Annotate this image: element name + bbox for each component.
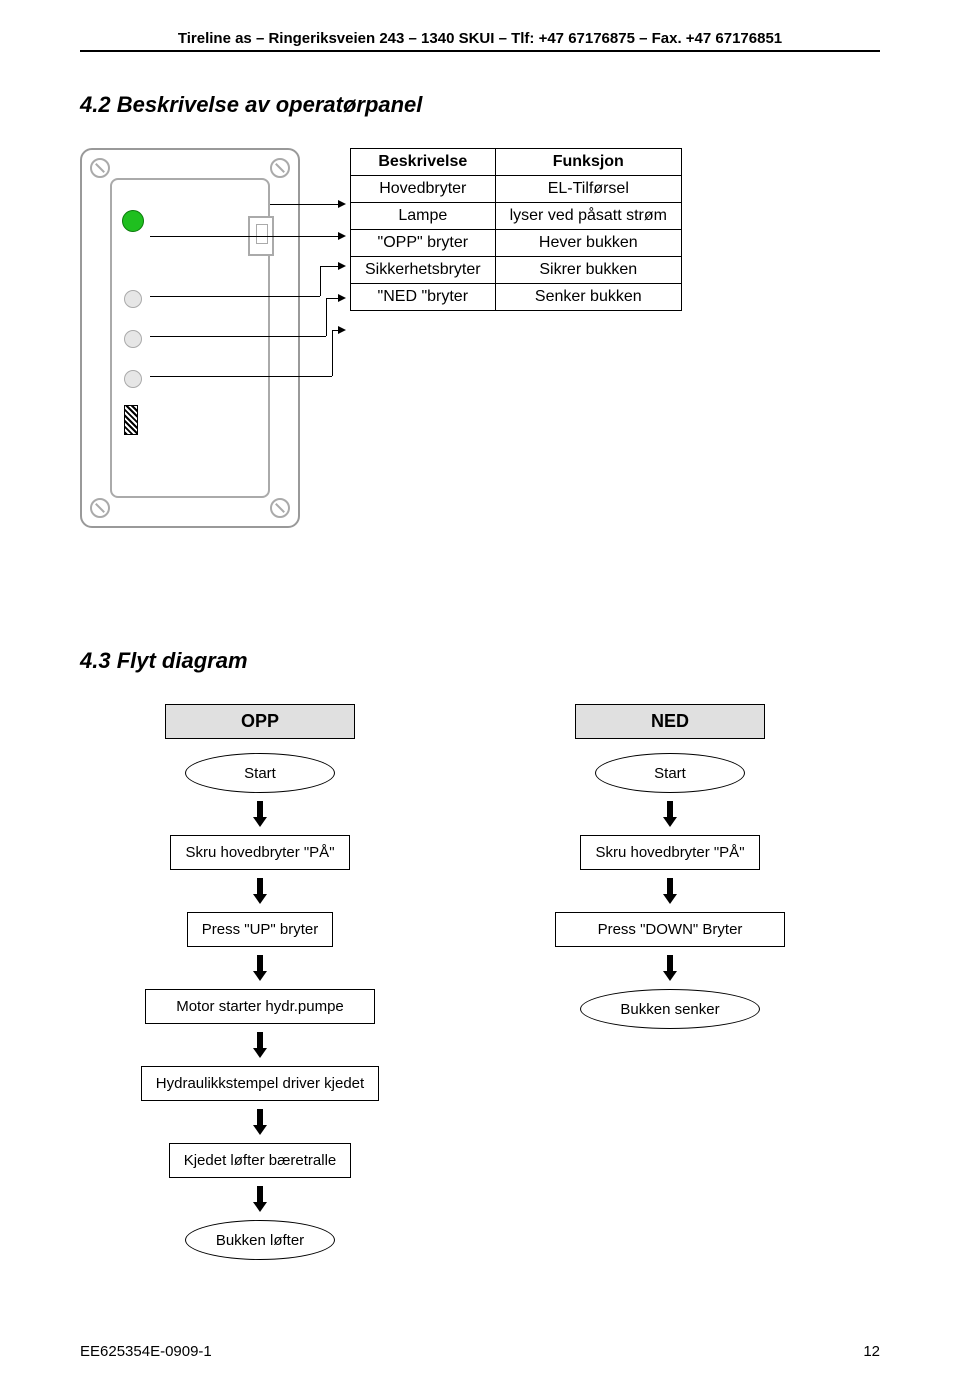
flow-step: Press "UP" bryter <box>187 912 334 947</box>
table-cell: EL-Tilførsel <box>495 176 681 203</box>
flow-column-ned: NED Start Skru hovedbryter "PÅ" Press "D… <box>510 704 830 1037</box>
table-cell: Hever bukken <box>495 230 681 257</box>
arrow-down-icon <box>253 878 267 904</box>
pointer-line <box>150 376 332 377</box>
arrow-down-icon <box>253 1032 267 1058</box>
table-cell: Sikkerhetsbryter <box>351 257 496 284</box>
arrow-down-icon <box>663 878 677 904</box>
table-row: "NED "bryter Senker bukken <box>351 284 682 311</box>
arrow-down-icon <box>253 801 267 827</box>
flow-start-ned: Start <box>595 753 745 793</box>
table-cell: Hovedbryter <box>351 176 496 203</box>
flow-step: Motor starter hydr.pumpe <box>145 989 375 1024</box>
flow-column-opp: OPP Start Skru hovedbryter "PÅ" Press "U… <box>100 704 420 1268</box>
pointer-line <box>270 204 340 205</box>
table-row: Lampe lyser ved påsatt strøm <box>351 203 682 230</box>
table-row: Beskrivelse Funksjon <box>351 149 682 176</box>
table-cell: Sikrer bukken <box>495 257 681 284</box>
flow-end-ned: Bukken senker <box>580 989 760 1029</box>
knob-icon <box>124 405 138 435</box>
table-row: Sikkerhetsbryter Sikrer bukken <box>351 257 682 284</box>
panel-inner-frame <box>110 178 270 498</box>
flow-step: Skru hovedbryter "PÅ" <box>170 835 349 870</box>
button-down-icon <box>124 370 142 388</box>
panel-screw-icon <box>270 158 290 178</box>
footer-doc-id: EE625354E-0909-1 <box>80 1343 212 1360</box>
operator-panel-diagram <box>80 148 300 528</box>
footer-page-number: 12 <box>863 1343 880 1360</box>
pointer-line <box>150 236 340 237</box>
pointer-line <box>320 266 340 267</box>
pointer-line <box>326 298 327 336</box>
arrow-down-icon <box>663 801 677 827</box>
table-cell: "NED "bryter <box>351 284 496 311</box>
flow-step: Press "DOWN" Bryter <box>555 912 785 947</box>
flow-header-ned: NED <box>575 704 765 739</box>
pointer-line <box>320 266 321 296</box>
flow-end-opp: Bukken løfter <box>185 1220 335 1260</box>
pointer-line <box>332 330 333 376</box>
section-4-3-title: 4.3 Flyt diagram <box>80 648 880 674</box>
table-row: Hovedbryter EL-Tilførsel <box>351 176 682 203</box>
pointer-line <box>150 296 320 297</box>
panel-screw-icon <box>90 158 110 178</box>
lamp-green-icon <box>122 210 144 232</box>
arrow-down-icon <box>253 955 267 981</box>
arrow-right-icon <box>338 262 346 270</box>
pointer-line <box>150 336 326 337</box>
table-cell: lyser ved påsatt strøm <box>495 203 681 230</box>
arrow-down-icon <box>663 955 677 981</box>
button-up-icon <box>124 290 142 308</box>
flow-step: Kjedet løfter bæretralle <box>169 1143 352 1178</box>
arrow-down-icon <box>253 1186 267 1212</box>
section-4-2-title: 4.2 Beskrivelse av operatørpanel <box>80 92 880 118</box>
arrow-right-icon <box>338 232 346 240</box>
flow-diagram: OPP Start Skru hovedbryter "PÅ" Press "U… <box>80 704 880 1264</box>
table-cell: Senker bukken <box>495 284 681 311</box>
page-header: Tireline as – Ringeriksveien 243 – 1340 … <box>80 30 880 52</box>
arrow-down-icon <box>253 1109 267 1135</box>
panel-screw-icon <box>90 498 110 518</box>
flow-step: Hydraulikkstempel driver kjedet <box>141 1066 379 1101</box>
panel-screw-icon <box>270 498 290 518</box>
arrow-right-icon <box>338 200 346 208</box>
table-header-beskrivelse: Beskrivelse <box>351 149 496 176</box>
arrow-right-icon <box>338 326 346 334</box>
flow-start-opp: Start <box>185 753 335 793</box>
table-cell: Lampe <box>351 203 496 230</box>
section-4-2-content: Beskrivelse Funksjon Hovedbryter EL-Tilf… <box>80 148 880 528</box>
safety-switch-icon <box>124 330 142 348</box>
table-header-funksjon: Funksjon <box>495 149 681 176</box>
page-footer: EE625354E-0909-1 12 <box>80 1343 880 1360</box>
table-row: "OPP" bryter Hever bukken <box>351 230 682 257</box>
arrow-right-icon <box>338 294 346 302</box>
flow-step: Skru hovedbryter "PÅ" <box>580 835 759 870</box>
table-cell: "OPP" bryter <box>351 230 496 257</box>
description-table: Beskrivelse Funksjon Hovedbryter EL-Tilf… <box>350 148 682 311</box>
flow-header-opp: OPP <box>165 704 355 739</box>
